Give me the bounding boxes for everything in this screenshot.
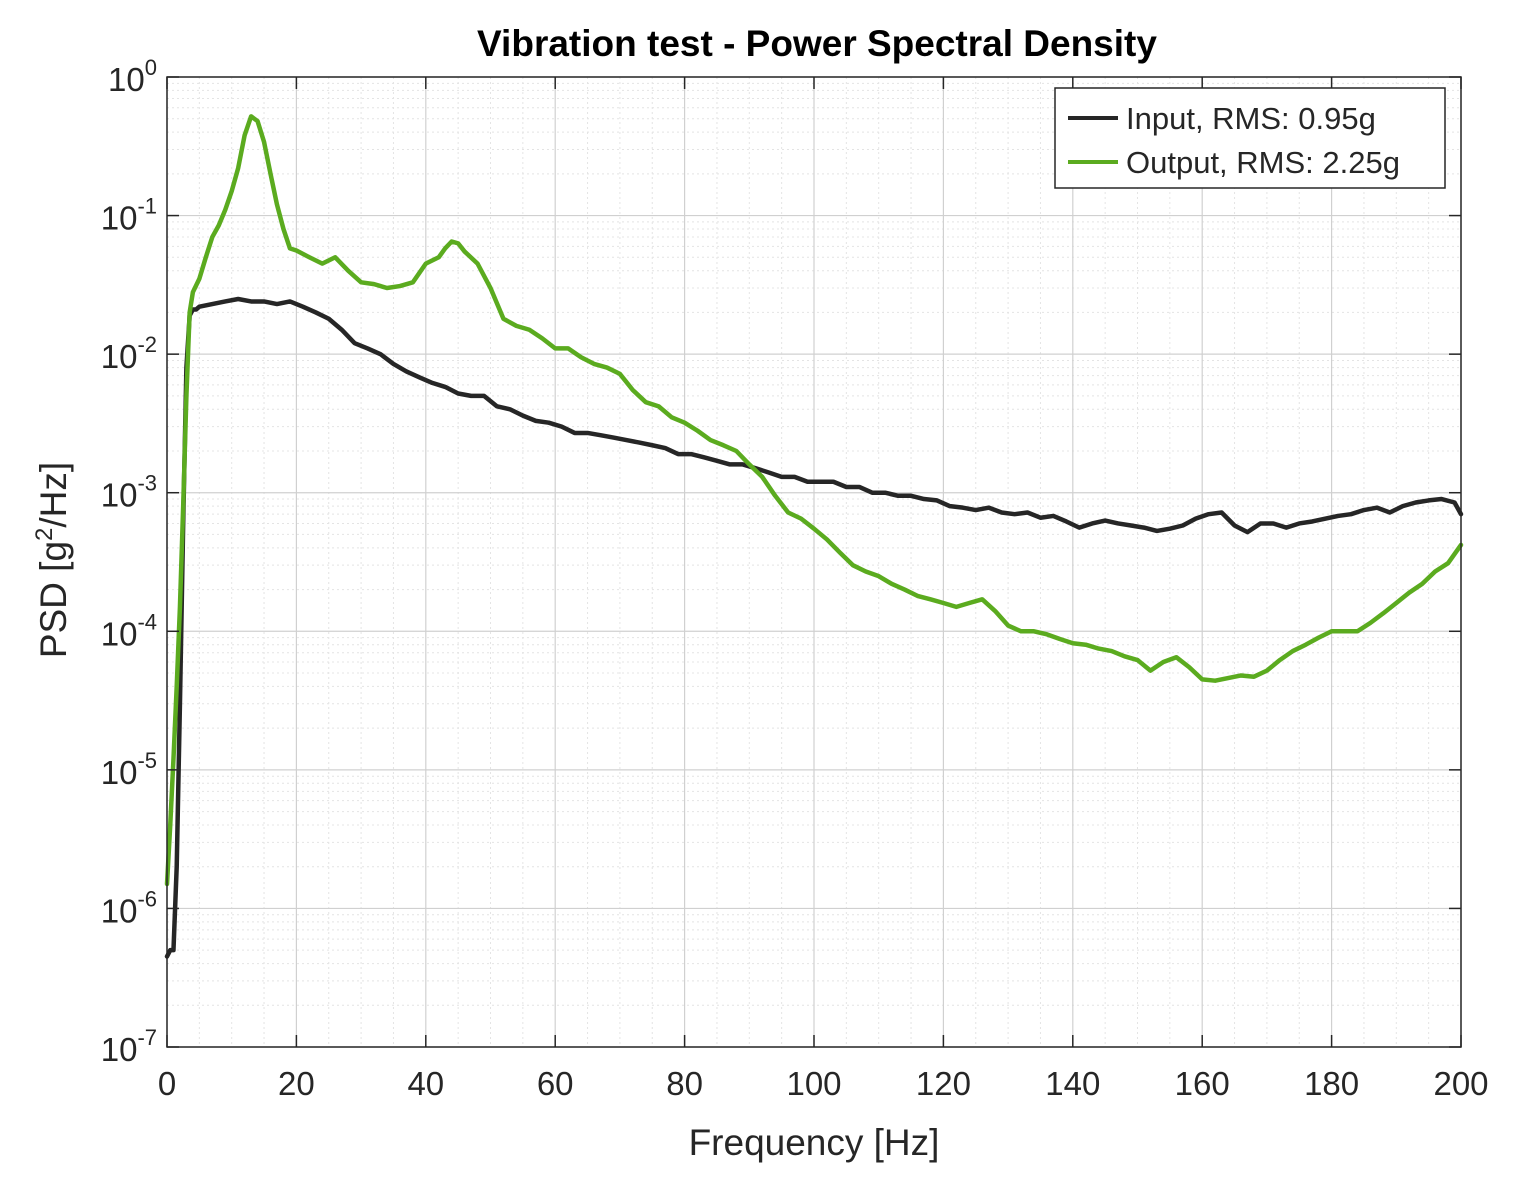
- y-tick-label: 10-7: [101, 1025, 157, 1068]
- minor-grid: [167, 77, 1461, 1047]
- x-axis-label: Frequency [Hz]: [689, 1122, 940, 1163]
- y-axis-label-main: PSD [g: [33, 541, 74, 658]
- y-tick-label: 10-5: [101, 748, 157, 791]
- x-tick-label: 100: [786, 1065, 841, 1102]
- y-tick-label: 10-3: [101, 471, 157, 514]
- x-tick-label: 40: [407, 1065, 444, 1102]
- y-tick-label: 10-2: [101, 332, 157, 375]
- x-tick-label: 20: [278, 1065, 315, 1102]
- y-tick-label: 10-6: [101, 886, 157, 929]
- legend-box: [1054, 87, 1446, 189]
- y-axis-label-sup: 2: [31, 528, 58, 541]
- x-tick-label: 120: [916, 1065, 971, 1102]
- y-axis-label: PSD [g2/Hz]: [31, 462, 74, 658]
- legend-label-input: Input, RMS: 0.95g: [1126, 101, 1376, 136]
- legend: Input, RMS: 0.95g Output, RMS: 2.25g: [1054, 87, 1446, 189]
- chart-title: Vibration test - Power Spectral Density: [477, 23, 1157, 64]
- series-layer: [164, 114, 1464, 959]
- y-axis-label-tail: /Hz]: [33, 462, 74, 528]
- legend-label-output: Output, RMS: 2.25g: [1126, 145, 1400, 180]
- x-tick-label: 80: [666, 1065, 703, 1102]
- x-tick-labels: 0 20 40 60 80 100 120 140 160 180 200: [158, 1065, 1489, 1102]
- y-tick-label: 10-1: [101, 194, 157, 237]
- axis-ticks: [166, 76, 1462, 1048]
- x-tick-label: 200: [1433, 1065, 1488, 1102]
- x-tick-label: 160: [1175, 1065, 1230, 1102]
- series-line-input: [164, 296, 1464, 959]
- x-tick-label: 140: [1045, 1065, 1100, 1102]
- y-tick-labels: 100 10-1 10-2 10-3 10-4 10-5 10-6 10-7: [101, 55, 157, 1068]
- x-tick-label: 60: [537, 1065, 574, 1102]
- series-line-output: [164, 114, 1464, 887]
- x-tick-label: 180: [1304, 1065, 1359, 1102]
- y-tick-label: 10-4: [101, 609, 157, 652]
- x-tick-label: 0: [158, 1065, 176, 1102]
- y-tick-label: 100: [108, 55, 157, 98]
